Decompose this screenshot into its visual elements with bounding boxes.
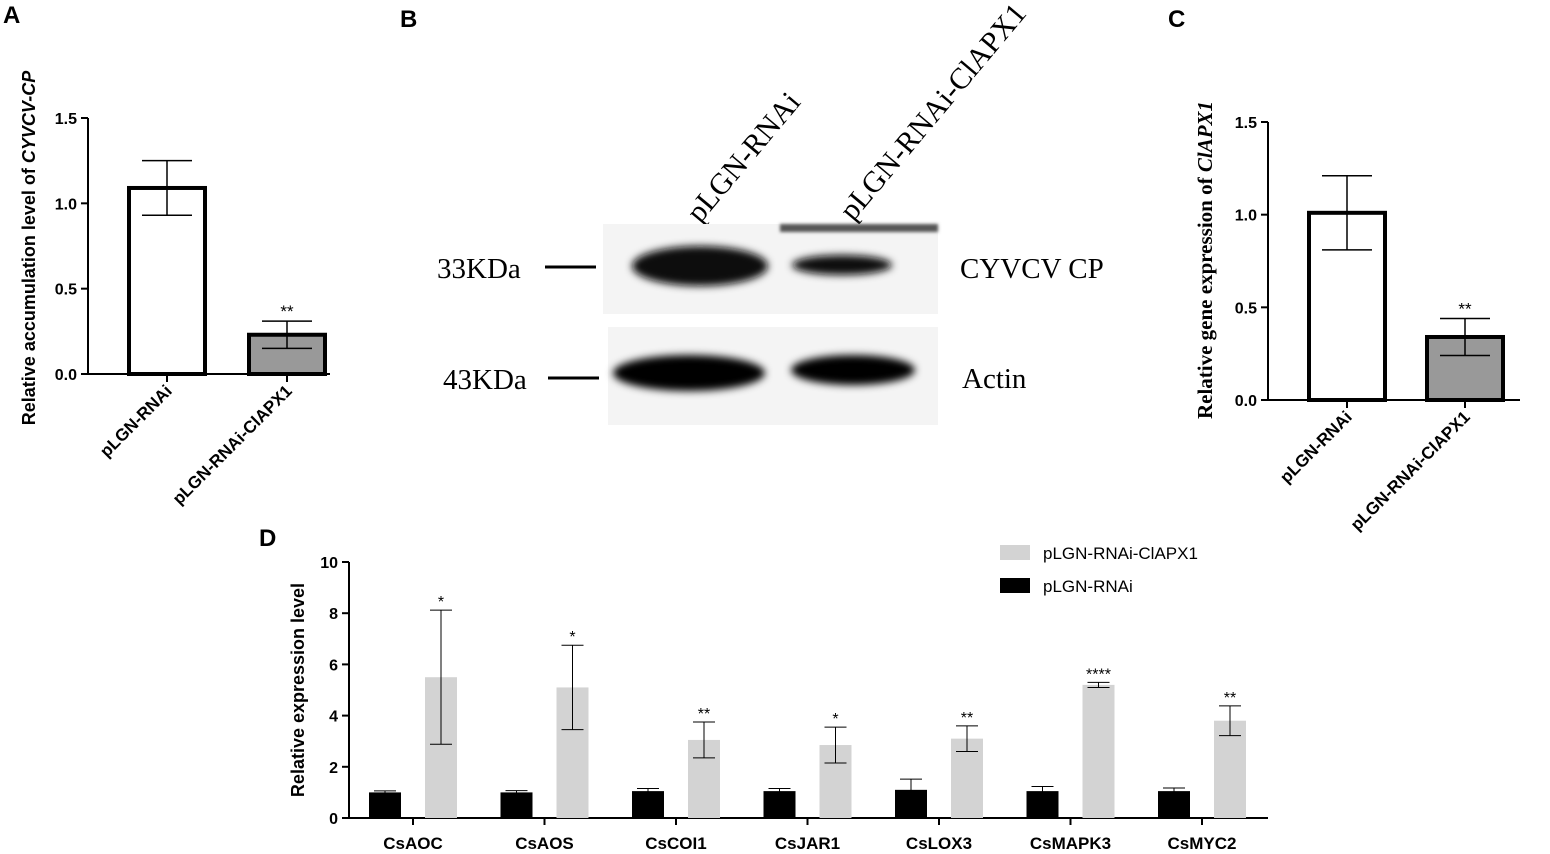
target-actin: Actin (962, 363, 1027, 395)
c-x-tick-label: pLGN-RNAi (1276, 407, 1356, 487)
panel-d-bars: **** * ******** (369, 594, 1246, 818)
d-x-tick-label: CsMAPK3 (1030, 834, 1111, 853)
panel-d-y-axis-label: Relative expression level (288, 583, 308, 797)
marker-33kda: 33KDa (437, 253, 521, 285)
panel-c: C Relative gene expression of ClAPX1 0.0… (1168, 6, 1520, 534)
d-significance-label: * (438, 594, 444, 611)
a-bar (127, 185, 207, 376)
a-x-tick-label-group: pLGN-RNAi-ClAPX1 (169, 381, 296, 508)
c-significance-label: ** (1458, 299, 1472, 318)
panel-a: A Relative accumulation level of CYVCV-C… (3, 2, 330, 508)
panel-a-label: A (3, 2, 20, 29)
a-y-tick-label: 1.0 (55, 196, 77, 213)
band-actin-control (613, 355, 765, 391)
marker-43kda: 43KDa (443, 364, 527, 396)
panel-d-legend: pLGN-RNAi-ClAPX1 pLGN-RNAi (1000, 544, 1198, 596)
d-significance-label: * (832, 711, 838, 728)
panel-a-y-axis-label: Relative accumulation level of CYVCV-CP (19, 70, 39, 425)
panel-c-y-axis-label: Relative gene expression of ClAPX1 (1193, 101, 1217, 419)
d-bar (763, 791, 796, 818)
band-cyvcv-cp-control (632, 246, 768, 286)
d-y-tick-label: 4 (329, 709, 338, 726)
a-y-tick-label: 0.0 (55, 367, 77, 384)
lane-label-1-group: pLGN-RNAi (680, 86, 807, 228)
d-bar (369, 792, 401, 818)
panel-d-x-tick-labels: CsAOC CsAOS CsCOI1 CsJAR1 CsLOX3 CsMAPK3 CsMYC… (383, 834, 1236, 853)
blot-top-edge-shadow (780, 224, 938, 232)
d-bar (500, 792, 533, 818)
lane-label-2-group: pLGN-RNAi-ClAPX1 (833, 0, 1033, 226)
d-y-tick-label: 10 (320, 555, 338, 572)
d-bar (1214, 720, 1246, 818)
d-y-tick-label: 2 (329, 760, 338, 777)
legend-label-control: pLGN-RNAi (1043, 577, 1133, 596)
band-actin-silenced (791, 355, 915, 385)
d-y-tick-label: 0 (329, 811, 338, 828)
d-x-tick-label: CsMYC2 (1168, 834, 1237, 853)
d-significance-label: ** (1224, 690, 1236, 707)
c-y-tick-label: 0.5 (1235, 300, 1257, 317)
c-y-tick-label: 1.0 (1235, 208, 1257, 225)
panel-d-y-axis-label-text: Relative expression level (288, 583, 308, 797)
panel-a-y-axis-label-gene: CYVCV-CP (19, 70, 39, 163)
d-y-tick-label: 8 (329, 606, 338, 623)
panel-c-y-axis-label-text: Relative gene expression of (1193, 172, 1217, 419)
lane-label-silenced: pLGN-RNAi-ClAPX1 (833, 0, 1033, 226)
legend-swatch-silenced (1000, 545, 1030, 560)
d-x-tick-label: CsAOS (515, 834, 574, 853)
band-cyvcv-cp-silenced (792, 255, 892, 275)
c-bar (1307, 210, 1387, 402)
c-x-tick-label-group: pLGN-RNAi (1276, 407, 1356, 487)
d-significance-label: **** (1086, 666, 1111, 683)
panel-c-y-axis-label-gene: ClAPX1 (1193, 101, 1217, 172)
panel-c-bars: ** (1307, 174, 1505, 402)
a-x-tick-label: pLGN-RNAi-ClAPX1 (169, 381, 296, 508)
a-y-tick-label: 0.5 (55, 282, 77, 299)
d-x-tick-label: CsJAR1 (775, 834, 840, 853)
a-significance-label: ** (280, 302, 294, 321)
a-y-tick-label: 1.5 (55, 111, 77, 128)
d-y-tick-label: 6 (329, 657, 338, 674)
panel-c-label: C (1168, 6, 1185, 33)
d-x-tick-label: CsCOI1 (645, 834, 706, 853)
d-significance-label: ** (698, 706, 710, 723)
svg-text:Relative accumulation level of: Relative accumulation level of CYVCV-CP (19, 70, 39, 425)
d-bar (1082, 684, 1115, 818)
svg-text:Relative gene expression of Cl: Relative gene expression of ClAPX1 (1193, 101, 1217, 419)
c-x-tick-label-group: pLGN-RNAi-ClAPX1 (1347, 407, 1474, 534)
legend-label-silenced: pLGN-RNAi-ClAPX1 (1043, 544, 1198, 563)
c-x-tick-label: pLGN-RNAi-ClAPX1 (1347, 407, 1474, 534)
d-significance-label: * (569, 629, 575, 646)
legend-swatch-control (1000, 578, 1030, 593)
panel-a-bars: ** (127, 159, 327, 377)
lane-label-control: pLGN-RNAi (680, 86, 807, 228)
panel-b-label: B (400, 6, 417, 33)
panel-a-y-axis-label-text: Relative accumulation level of (19, 163, 39, 425)
panel-b: B pLGN-RNAi pLGN-RNAi-ClAPX1 (400, 0, 1104, 425)
target-cyvcv-cp: CYVCV CP (960, 253, 1104, 285)
panel-d-label: D (259, 525, 276, 552)
d-x-tick-label: CsLOX3 (906, 834, 972, 853)
a-x-tick-label: pLGN-RNAi (96, 381, 176, 461)
d-x-tick-label: CsAOC (383, 834, 443, 853)
d-significance-label: ** (961, 710, 973, 727)
c-y-tick-label: 1.5 (1235, 115, 1257, 132)
c-y-tick-label: 0.0 (1235, 393, 1257, 410)
d-bar (1158, 791, 1190, 818)
a-x-tick-label-group: pLGN-RNAi (96, 381, 176, 461)
d-bar (632, 791, 664, 818)
